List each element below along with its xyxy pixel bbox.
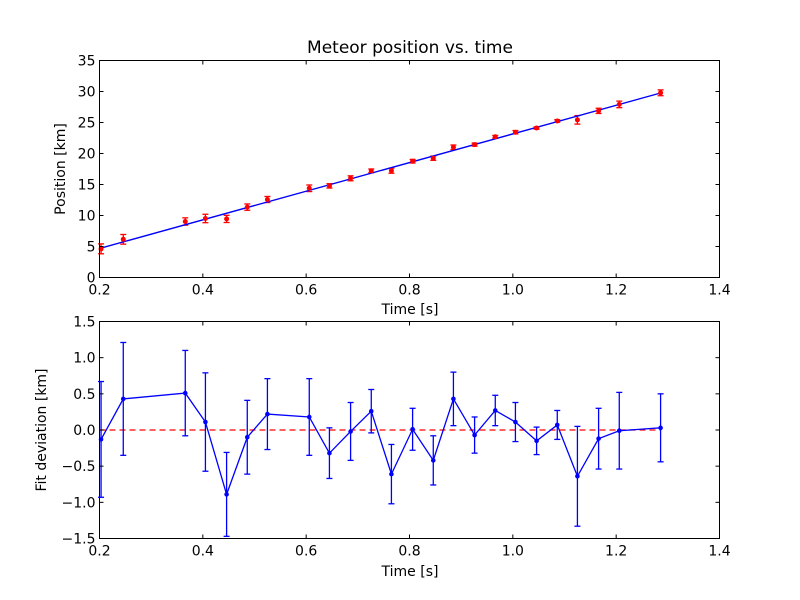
y-tick-label: 5 (87, 240, 96, 256)
y-tick-label: 10 (78, 209, 96, 225)
x-tick-label: 0.2 (88, 544, 110, 560)
y-tick-label: 35 (78, 54, 96, 70)
position-point (244, 204, 250, 210)
y-tick-label: −1.5 (62, 532, 96, 548)
position-point (554, 118, 560, 124)
deviation-x-ticks: 0.2 0.4 0.6 0.8 1.0 1.2 1.4 (88, 321, 731, 560)
deviation-point (451, 396, 456, 402)
x-tick-label: 0.4 (192, 283, 214, 299)
position-point (326, 183, 332, 189)
y-tick-label: 30 (78, 85, 96, 101)
position-point (306, 185, 312, 191)
deviation-point (513, 419, 518, 425)
position-point (348, 175, 354, 181)
x-tick-label: 0.2 (88, 283, 110, 299)
deviation-point (368, 408, 374, 414)
position-plot-area (98, 89, 664, 255)
deviation-point (244, 434, 250, 440)
deviation-point (182, 390, 188, 396)
x-tick-label: 0.6 (295, 544, 317, 560)
deviation-point (348, 429, 353, 434)
position-axes-frame (99, 60, 720, 278)
deviation-point (554, 422, 560, 428)
deviation-point (410, 426, 415, 432)
y-tick-label: 1.5 (73, 315, 95, 331)
deviation-point (534, 438, 539, 444)
position-point (264, 197, 270, 203)
x-tick-label: 1.0 (502, 544, 524, 560)
deviation-point (430, 458, 436, 463)
position-point (492, 134, 498, 140)
deviation-point (472, 432, 477, 438)
deviation-point (492, 408, 498, 413)
deviation-point (224, 492, 229, 497)
position-point (574, 117, 580, 123)
position-point (472, 142, 478, 148)
position-chart: Meteor position vs. time 0.2 0.4 0.6 0.8 1.0… (53, 38, 731, 318)
x-tick-label: 0.8 (398, 544, 420, 560)
position-point (202, 215, 208, 221)
deviation-point (265, 411, 270, 417)
x-tick-label: 1.2 (605, 544, 627, 560)
x-tick-label: 0.8 (398, 283, 420, 299)
position-point (368, 168, 374, 174)
deviation-chart: 0.2 0.4 0.6 0.8 1.0 1.2 1.4 −1.5 −1.0 −0.5 0.0 0.5… (34, 315, 731, 581)
y-tick-label: 20 (78, 147, 96, 163)
position-point (616, 101, 622, 107)
position-point (658, 90, 664, 96)
position-point (534, 125, 540, 131)
x-tick-label: 1.4 (708, 283, 730, 299)
y-tick-label: −1.0 (62, 495, 96, 511)
y-tick-label: −0.5 (62, 459, 96, 475)
y-tick-label: 0.5 (73, 387, 95, 403)
x-tick-label: 1.4 (708, 544, 730, 560)
y-tick-label: 0.0 (73, 423, 95, 439)
deviation-plot-area (98, 341, 664, 537)
deviation-point (616, 428, 622, 434)
deviation-point (658, 425, 663, 431)
position-point (388, 168, 394, 174)
x-tick-label: 0.4 (192, 544, 214, 560)
x-tick-label: 0.6 (295, 283, 317, 299)
deviation-point (306, 414, 312, 420)
position-point (410, 158, 416, 164)
deviation-point (389, 471, 394, 477)
position-x-ticks: 0.2 0.4 0.6 0.8 1.0 1.2 1.4 (88, 60, 731, 299)
y-tick-label: 25 (78, 116, 96, 132)
deviation-y-label: Fit deviation [km] (34, 368, 50, 491)
deviation-point (596, 436, 601, 441)
position-x-label: Time [s] (381, 302, 439, 318)
position-point (450, 144, 456, 150)
deviation-y-ticks: −1.5 −1.0 −0.5 0.0 0.5 1.0 1.5 (62, 315, 720, 548)
y-tick-label: 0 (87, 271, 96, 287)
deviation-x-label: Time [s] (381, 564, 439, 580)
y-tick-label: 15 (78, 178, 96, 194)
x-tick-label: 1.2 (605, 283, 627, 299)
x-tick-label: 1.0 (502, 283, 524, 299)
position-point (120, 236, 126, 242)
chart-title: Meteor position vs. time (307, 38, 513, 58)
position-point (512, 129, 518, 135)
deviation-point (203, 419, 208, 425)
y-tick-label: 1.0 (73, 351, 95, 367)
deviation-line (100, 392, 661, 497)
position-point (430, 155, 436, 161)
position-point (224, 216, 230, 222)
deviation-point (327, 450, 332, 456)
position-point (182, 219, 188, 225)
fit-line (100, 92, 661, 249)
position-point (596, 108, 602, 114)
deviation-point (575, 473, 580, 479)
position-y-label: Position [km] (53, 123, 69, 215)
position-y-ticks: 0 5 10 15 20 25 30 35 (78, 54, 720, 287)
deviation-point (120, 396, 126, 402)
